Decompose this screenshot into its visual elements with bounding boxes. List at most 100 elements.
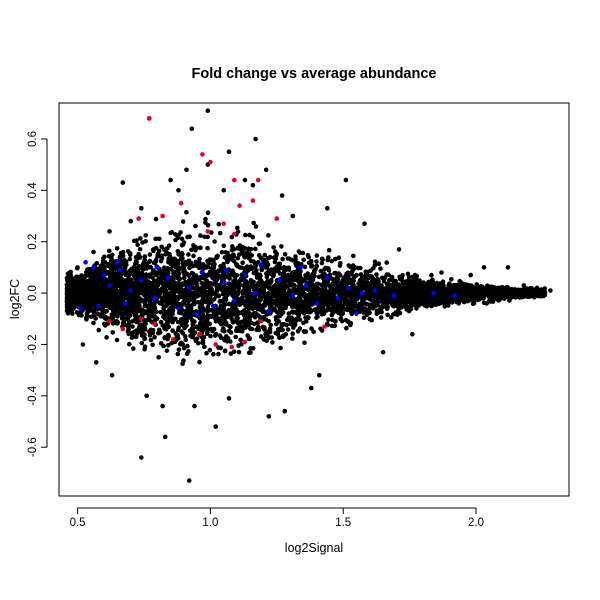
data-point-black <box>272 284 278 289</box>
data-point-black <box>478 284 484 289</box>
data-point-black <box>203 216 208 222</box>
data-point-black <box>290 336 295 341</box>
data-point-black <box>128 252 133 258</box>
data-point-black <box>137 247 143 252</box>
data-point-black <box>185 234 190 240</box>
data-point-black <box>205 234 210 240</box>
data-point-black <box>259 280 265 286</box>
data-point-black <box>499 289 505 295</box>
data-point-black <box>233 295 238 300</box>
data-point-black <box>131 280 136 286</box>
data-point-black <box>164 348 170 354</box>
data-point-black <box>265 255 271 261</box>
data-point-black <box>97 294 102 300</box>
data-point-black <box>211 351 216 357</box>
data-point-black <box>198 286 204 291</box>
data-point-black <box>315 281 321 287</box>
data-point-black <box>195 299 201 305</box>
data-point-black <box>183 337 188 343</box>
data-point-black <box>207 347 213 353</box>
data-point-black <box>301 320 306 326</box>
data-point-black <box>195 340 201 346</box>
data-point-black <box>271 245 276 250</box>
data-point-black <box>93 305 98 311</box>
data-point-black <box>375 276 380 282</box>
data-point-black <box>205 223 211 228</box>
data-point-black <box>150 342 155 348</box>
data-point-black <box>312 273 317 279</box>
data-point-black <box>337 304 343 309</box>
data-point-black <box>88 278 93 283</box>
data-point-black <box>315 314 320 320</box>
data-point-black <box>283 278 288 284</box>
data-point-black <box>264 274 270 280</box>
data-point-black <box>428 301 433 307</box>
data-point-black <box>256 253 262 258</box>
data-point-black <box>229 316 234 322</box>
data-point-black <box>214 316 219 322</box>
data-point-black <box>356 302 362 307</box>
data-point-black <box>155 251 161 257</box>
data-point-black <box>418 282 424 287</box>
data-point-black <box>182 323 188 329</box>
data-point-black <box>233 334 238 340</box>
data-point-black <box>270 340 275 345</box>
data-point-black <box>244 264 250 269</box>
data-point-black <box>180 331 186 336</box>
data-point-black <box>139 340 145 346</box>
data-point-black <box>236 252 242 257</box>
data-point-black <box>243 314 249 320</box>
data-point-black <box>378 294 383 300</box>
data-point-black <box>165 270 171 276</box>
data-point-black <box>346 319 351 325</box>
data-point-black <box>367 302 373 308</box>
data-point-black <box>124 323 130 329</box>
data-point-black <box>223 297 229 303</box>
data-point-black <box>306 309 311 315</box>
data-point-black <box>115 314 120 319</box>
data-point-black <box>186 252 191 257</box>
data-point-black <box>175 327 181 333</box>
data-point-black <box>169 300 174 305</box>
data-point-black <box>134 238 139 243</box>
data-point-black <box>76 277 82 283</box>
data-point-black <box>143 292 149 298</box>
data-point-black <box>261 315 266 320</box>
data-point-black <box>217 230 223 236</box>
data-point-black <box>274 317 279 323</box>
data-point-black <box>312 286 317 292</box>
data-point-black <box>144 281 150 286</box>
data-point-black <box>133 328 139 334</box>
data-point-black <box>130 324 135 329</box>
data-point-black <box>294 309 300 315</box>
data-point-black <box>193 223 198 229</box>
data-point-black <box>134 309 140 315</box>
data-point-black <box>107 271 113 277</box>
data-point-black <box>104 335 109 340</box>
data-point-black <box>226 274 232 280</box>
data-point-black <box>178 290 184 295</box>
data-point-black <box>428 282 434 288</box>
data-point-black <box>315 295 320 301</box>
data-point-black <box>226 328 232 334</box>
data-point-black <box>224 334 229 339</box>
data-point-black <box>75 299 81 304</box>
data-point-black <box>120 253 126 258</box>
data-point-black <box>163 266 168 272</box>
data-point-black <box>102 323 108 328</box>
data-point-black <box>185 343 190 349</box>
data-point-black <box>279 244 284 249</box>
data-point-black <box>309 264 314 269</box>
data-point-black <box>173 232 178 237</box>
data-point-black <box>102 296 107 301</box>
data-point-black <box>469 288 474 294</box>
data-point-black <box>156 355 161 360</box>
data-point-black <box>475 296 480 302</box>
data-point-black <box>389 277 395 283</box>
data-point-black <box>378 315 384 320</box>
data-point-black <box>386 272 391 278</box>
data-point-black <box>181 358 186 363</box>
data-point-black <box>87 292 92 298</box>
data-point-black <box>371 294 376 300</box>
data-point-black <box>137 327 143 332</box>
